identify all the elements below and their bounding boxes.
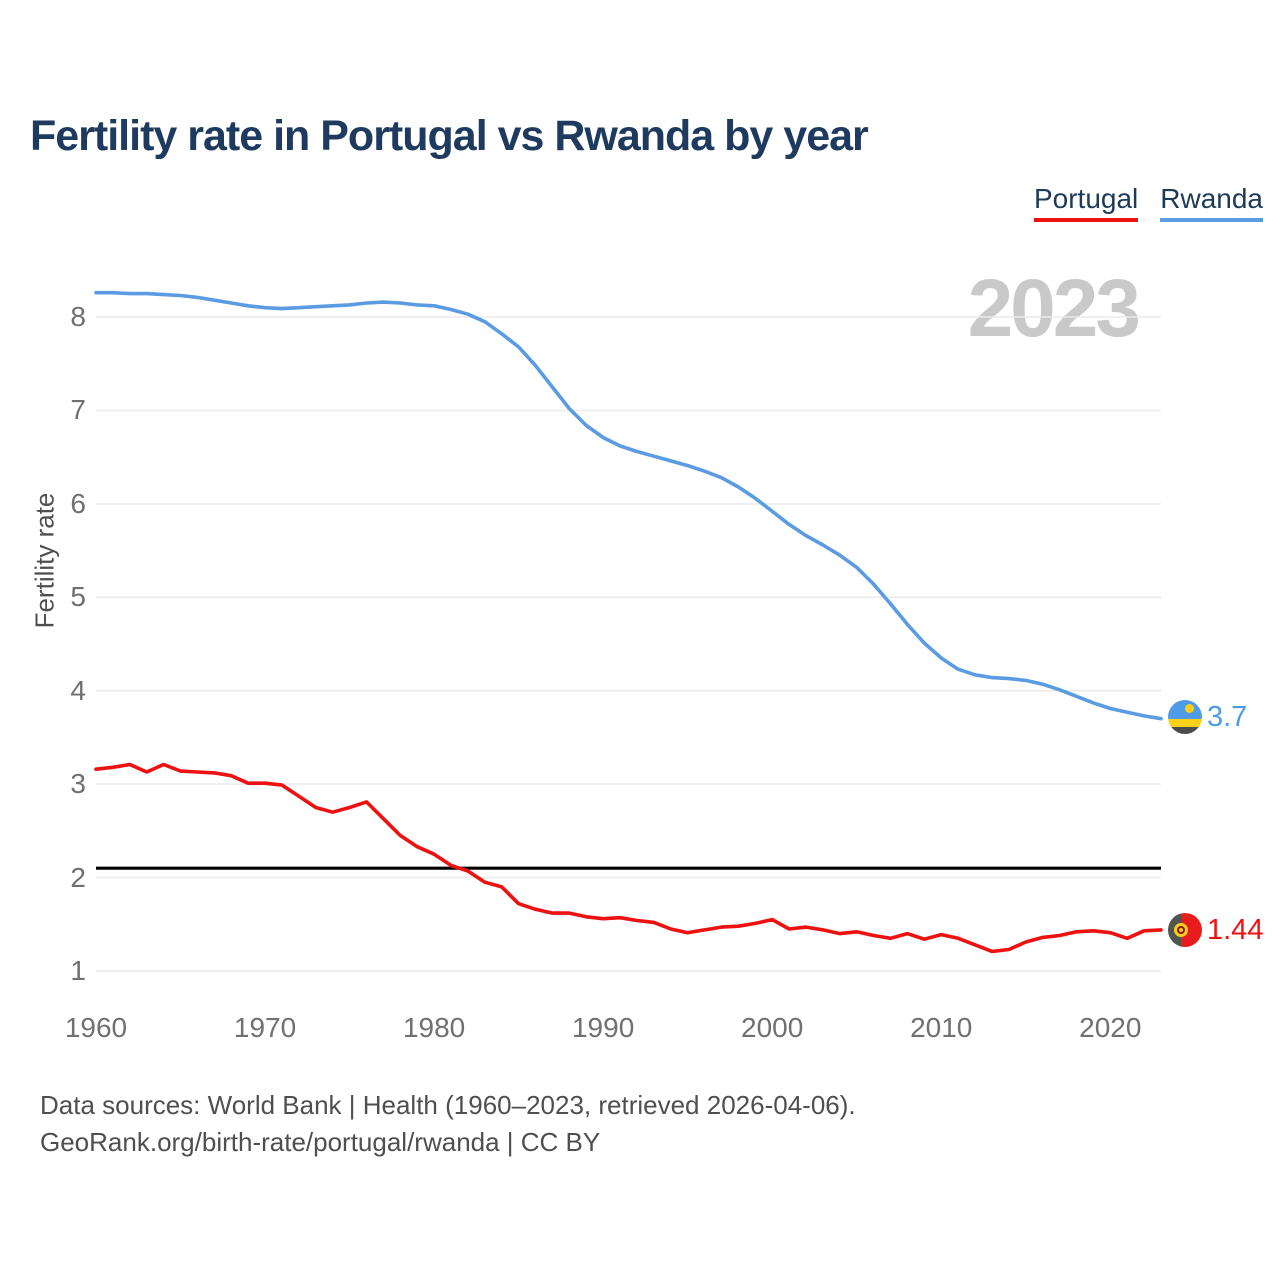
x-tick-2020: 2020 bbox=[1079, 1012, 1142, 1043]
portugal-flag-icon bbox=[1168, 913, 1202, 947]
series-line-portugal[interactable] bbox=[94, 762, 1163, 954]
y-tick-8: 8 bbox=[70, 301, 86, 332]
year-watermark: 2023 bbox=[967, 263, 1141, 354]
flag-band-green bbox=[1168, 727, 1202, 734]
footer-attribution: GeoRank.org/birth-rate/portugal/rwanda |… bbox=[40, 1127, 601, 1157]
rwanda-flag-icon bbox=[1168, 700, 1202, 734]
rwanda-end-value: 3.7 bbox=[1207, 701, 1248, 733]
legend-item-portugal[interactable]: Portugal bbox=[1033, 183, 1139, 222]
page-title: Fertility rate in Portugal vs Rwanda by … bbox=[30, 112, 869, 160]
y-tick-5: 5 bbox=[70, 581, 86, 613]
footer-sources: Data sources: World Bank | Health (1960–… bbox=[40, 1090, 856, 1120]
x-axis-tick-labels: 1960 1970 1980 1990 2000 2010 2020 bbox=[0, 1012, 1280, 1046]
flag-sun bbox=[1185, 704, 1194, 713]
y-tick-4: 4 bbox=[70, 674, 86, 706]
legend-item-rwanda[interactable]: Rwanda bbox=[1160, 183, 1263, 222]
legend: Portugal Rwanda bbox=[1033, 183, 1263, 222]
flag-band-red bbox=[1181, 913, 1202, 947]
x-tick-1960: 1960 bbox=[64, 1012, 128, 1043]
portugal-end-value: 1.44 bbox=[1207, 914, 1264, 946]
y-tick-6: 6 bbox=[70, 487, 86, 519]
x-tick-2010: 2010 bbox=[910, 1012, 973, 1043]
y-tick-3: 3 bbox=[70, 768, 86, 800]
footer: Data sources: World Bank | Health (1960–… bbox=[40, 1087, 856, 1161]
y-tick-7: 7 bbox=[70, 394, 86, 426]
x-tick-2000: 2000 bbox=[741, 1012, 804, 1043]
flag-band-yellow bbox=[1168, 719, 1202, 727]
x-tick-1990: 1990 bbox=[571, 1012, 635, 1043]
series-line-rwanda[interactable] bbox=[94, 290, 1163, 721]
flag-emblem-dot bbox=[1179, 928, 1183, 932]
y-tick-2: 2 bbox=[70, 861, 86, 893]
x-tick-1970: 1970 bbox=[233, 1012, 297, 1043]
y-tick-1: 1 bbox=[70, 955, 86, 986]
x-tick-1980: 1980 bbox=[402, 1012, 466, 1043]
